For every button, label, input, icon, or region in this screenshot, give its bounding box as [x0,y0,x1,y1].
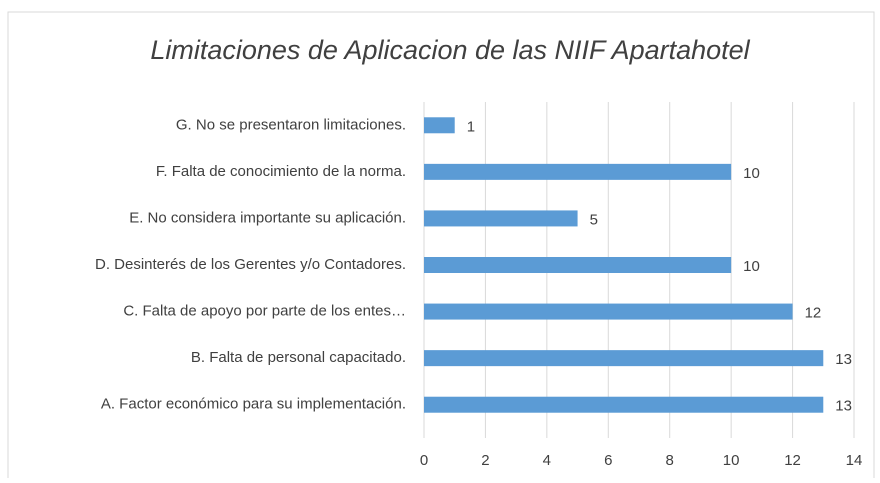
chart-title: Limitaciones de Aplicacion de las NIIF A… [150,35,750,65]
y-tick-label: D. Desinterés de los Gerentes y/o Contad… [95,256,406,273]
bar [424,210,578,227]
data-label: 12 [805,305,822,322]
x-tick-label: 4 [543,452,551,469]
bar [424,257,732,273]
y-tick-label: E. No considera importante su aplicación… [129,209,406,226]
data-label: 10 [743,165,760,182]
data-label: 13 [835,351,852,368]
bar [424,350,824,367]
x-tick-label: 8 [666,452,674,469]
x-tick-label: 2 [481,452,489,469]
x-tick-label: 14 [846,452,863,469]
data-label: 5 [590,211,598,228]
bar [424,303,793,320]
y-tick-label: C. Falta de apoyo por parte de los entes… [123,303,406,320]
bar [424,163,732,180]
y-tick-label: B. Falta de personal capacitado. [191,349,406,366]
y-tick-label: G. No se presentaron limitaciones. [176,116,406,133]
data-label: 1 [467,118,475,135]
bar [424,396,824,413]
y-tick-label: A. Factor económico para su implementaci… [101,396,406,413]
bar [424,117,455,134]
data-label: 13 [835,398,852,415]
x-tick-label: 0 [420,452,428,469]
x-tick-label: 6 [604,452,612,469]
x-tick-label: 10 [723,452,740,469]
data-label: 10 [743,258,760,275]
x-tick-label: 12 [784,452,801,469]
y-tick-label: F. Falta de conocimiento de la norma. [156,163,406,180]
